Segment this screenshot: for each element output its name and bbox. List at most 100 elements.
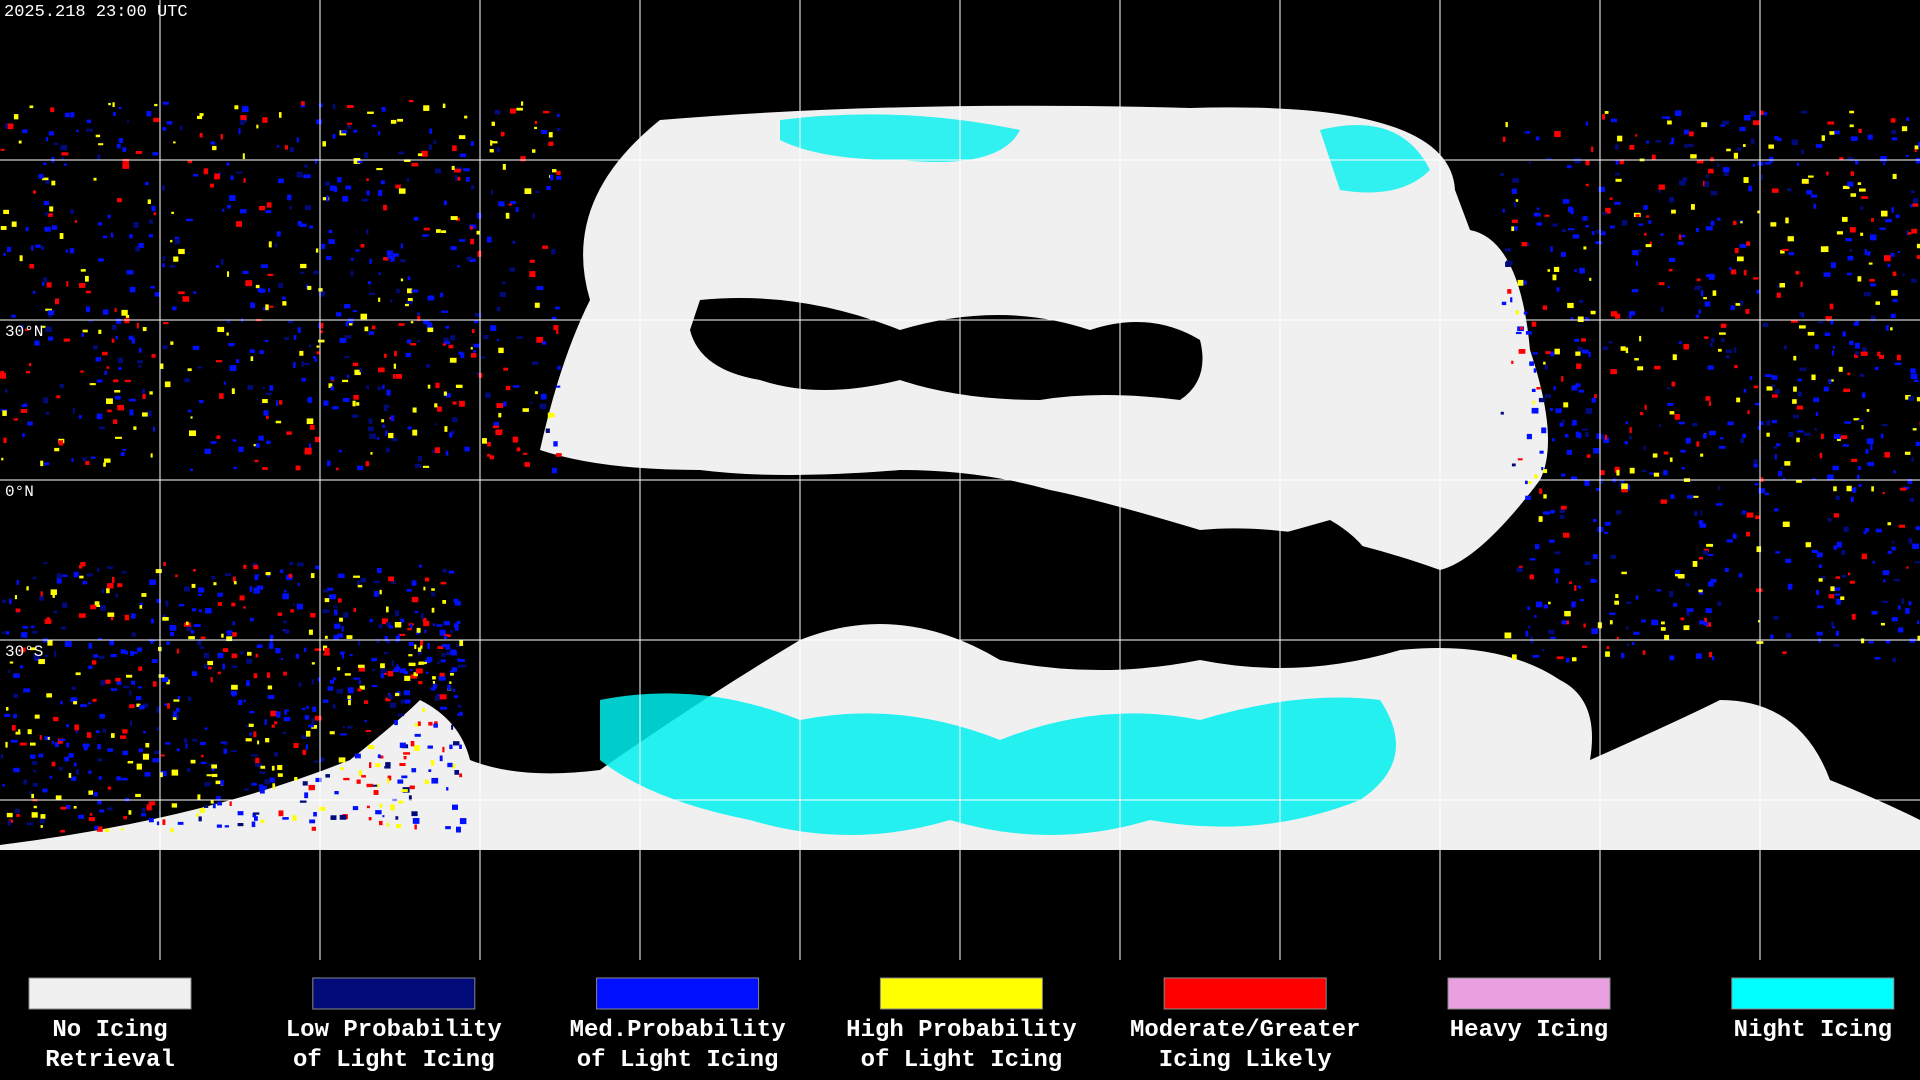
speckle [301, 735, 308, 740]
speckle [401, 789, 406, 792]
speckle [245, 280, 253, 287]
speckle [314, 715, 322, 721]
speckle [1616, 636, 1619, 640]
speckle [431, 760, 435, 766]
speckle [387, 775, 392, 781]
speckle [112, 576, 115, 583]
speckle [115, 677, 121, 682]
speckle [264, 339, 269, 342]
speckle [278, 810, 284, 817]
speckle [1750, 138, 1755, 144]
speckle [1500, 411, 1504, 415]
speckle [1680, 449, 1686, 453]
speckle [524, 462, 530, 467]
speckle [483, 335, 489, 340]
speckle [494, 109, 501, 115]
speckle [129, 690, 132, 696]
speckle [396, 288, 400, 294]
speckle [386, 389, 391, 396]
speckle [407, 288, 413, 294]
speckle [539, 403, 547, 410]
speckle [334, 624, 338, 628]
speckle [153, 212, 157, 216]
speckle [116, 318, 122, 324]
speckle [1694, 511, 1698, 517]
speckle [1615, 313, 1621, 319]
speckle [343, 612, 349, 618]
speckle [1749, 111, 1756, 117]
speckle [1518, 349, 1526, 354]
speckle [1539, 450, 1544, 454]
speckle [300, 263, 307, 269]
speckle [107, 583, 114, 589]
speckle [1556, 287, 1560, 292]
speckle [1860, 232, 1864, 236]
speckle [1884, 452, 1890, 458]
speckle [240, 651, 244, 655]
speckle [1528, 625, 1531, 629]
speckle [231, 388, 235, 394]
speckle [430, 687, 436, 691]
speckle [1912, 543, 1919, 549]
speckle [339, 814, 347, 820]
speckle [53, 716, 59, 722]
speckle [105, 679, 111, 684]
speckle [1641, 619, 1646, 623]
speckle [377, 783, 380, 788]
speckle [13, 767, 20, 773]
speckle [267, 273, 274, 277]
speckle [358, 680, 361, 685]
speckle [1527, 481, 1532, 484]
speckle [1521, 242, 1528, 247]
speckle [29, 791, 32, 795]
speckle [1768, 144, 1774, 149]
speckle [1528, 161, 1531, 164]
speckle [350, 271, 354, 277]
speckle [1708, 430, 1716, 436]
speckle [248, 723, 254, 727]
speckle [329, 731, 335, 735]
speckle [1777, 137, 1782, 142]
speckle [162, 255, 166, 262]
speckle [1915, 526, 1920, 531]
speckle [427, 384, 431, 389]
speckle [142, 412, 148, 417]
speckle [1644, 232, 1647, 236]
speckle [343, 304, 351, 309]
speckle [1595, 241, 1603, 245]
speckle [453, 598, 459, 603]
speckle [199, 113, 204, 117]
speckle [66, 805, 71, 810]
speckle [1668, 257, 1676, 262]
speckle [450, 216, 458, 220]
speckle [311, 678, 314, 685]
speckle [294, 777, 298, 781]
speckle [323, 589, 329, 593]
speckle [428, 144, 432, 151]
speckle [1870, 234, 1877, 241]
speckle [1871, 218, 1874, 222]
speckle [1535, 136, 1540, 141]
speckle [305, 284, 309, 289]
speckle [350, 258, 354, 261]
speckle [1720, 124, 1726, 127]
speckle [33, 654, 40, 660]
speckle [27, 421, 33, 426]
speckle [109, 639, 115, 646]
speckle [7, 820, 12, 826]
speckle [303, 362, 310, 366]
speckle [74, 220, 77, 223]
speckle [243, 178, 246, 183]
speckle [1868, 262, 1873, 265]
speckle [1551, 223, 1558, 227]
speckle [1892, 657, 1897, 663]
speckle [427, 295, 435, 301]
speckle [198, 593, 202, 596]
speckle [41, 281, 45, 286]
speckle [1609, 620, 1613, 625]
speckle [1550, 636, 1556, 640]
speckle [378, 367, 385, 373]
speckle [138, 365, 142, 368]
speckle [481, 356, 486, 359]
speckle [165, 600, 169, 607]
